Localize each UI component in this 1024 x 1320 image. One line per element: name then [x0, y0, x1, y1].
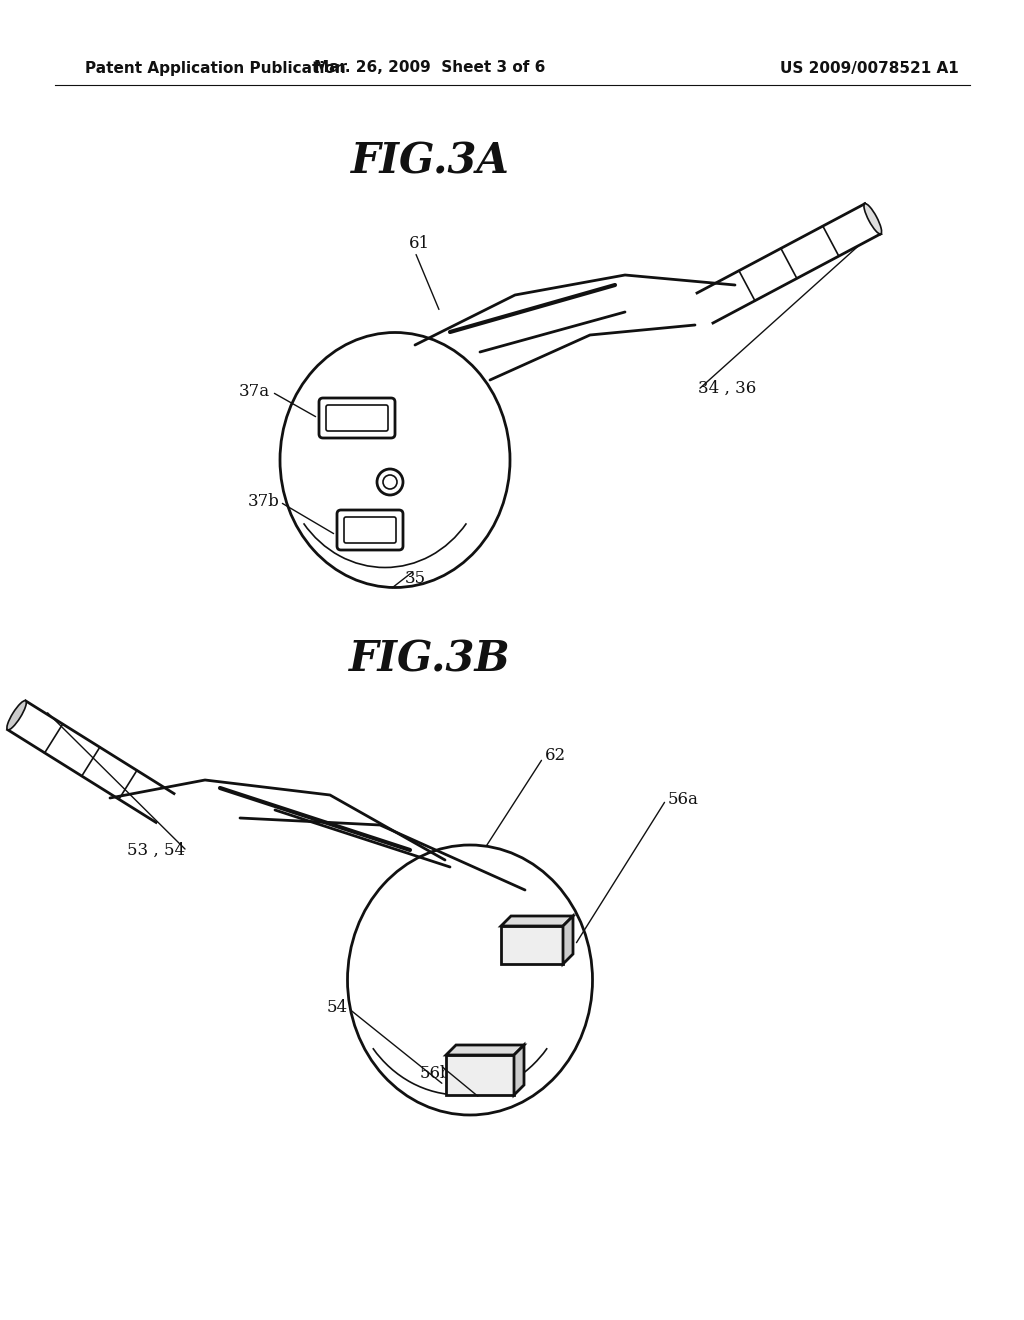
Polygon shape: [514, 1045, 524, 1096]
FancyBboxPatch shape: [319, 399, 395, 438]
FancyBboxPatch shape: [337, 510, 403, 550]
Ellipse shape: [7, 701, 27, 730]
Ellipse shape: [347, 845, 593, 1115]
Text: 62: 62: [545, 747, 566, 763]
Text: 34 , 36: 34 , 36: [698, 380, 757, 396]
Text: 61: 61: [409, 235, 430, 252]
Circle shape: [377, 469, 403, 495]
Ellipse shape: [864, 203, 882, 234]
FancyBboxPatch shape: [501, 927, 563, 964]
Text: 54: 54: [327, 999, 348, 1016]
Polygon shape: [563, 916, 573, 964]
Text: Patent Application Publication: Patent Application Publication: [85, 61, 346, 75]
Ellipse shape: [280, 333, 510, 587]
Text: FIG.3A: FIG.3A: [350, 141, 509, 183]
Polygon shape: [501, 916, 573, 927]
Text: 35: 35: [404, 570, 426, 587]
Text: FIG.3B: FIG.3B: [349, 639, 511, 681]
Text: Mar. 26, 2009  Sheet 3 of 6: Mar. 26, 2009 Sheet 3 of 6: [314, 61, 546, 75]
Text: 56b: 56b: [419, 1065, 451, 1082]
FancyBboxPatch shape: [446, 1055, 514, 1096]
Text: 37a: 37a: [239, 384, 270, 400]
Text: 37b: 37b: [248, 494, 280, 511]
Text: 53 , 54: 53 , 54: [127, 842, 185, 858]
Polygon shape: [446, 1045, 524, 1055]
Text: 56a: 56a: [668, 792, 698, 808]
Text: US 2009/0078521 A1: US 2009/0078521 A1: [780, 61, 958, 75]
